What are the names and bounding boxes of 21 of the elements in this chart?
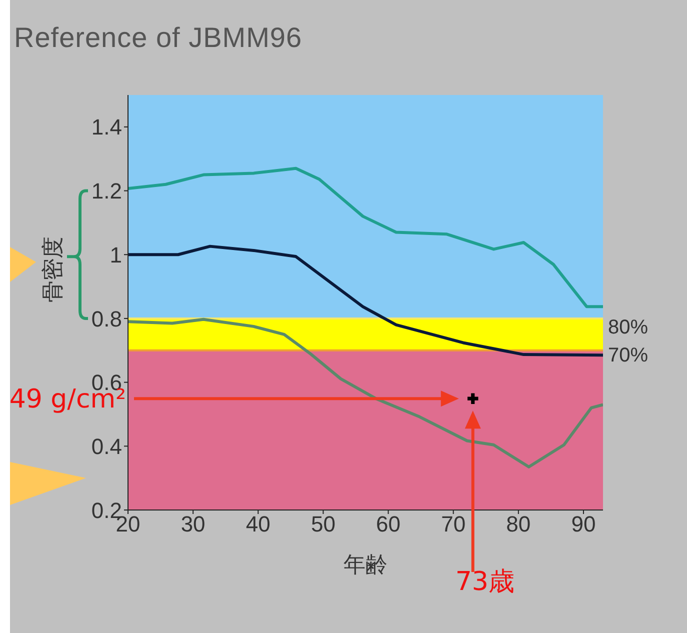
x-axis-title: 年齢 (344, 552, 388, 577)
y-tick-label: 1 (110, 242, 122, 268)
y-tick-label: 1.4 (91, 114, 122, 140)
x-tick-label: 30 (180, 512, 206, 537)
line-series (128, 166, 603, 308)
x-tick-label: 50 (310, 512, 336, 537)
x-tick-label: 60 (376, 512, 401, 537)
chart-title: Reference of JBMM96 (14, 22, 302, 54)
y-tick-label: 0.8 (91, 306, 122, 332)
y-tick-label: 1.2 (91, 178, 122, 204)
ref-line-label: 70% (608, 344, 648, 366)
x-tick-label: 80 (506, 512, 531, 537)
ref-line-label: 80% (608, 316, 648, 339)
line-series (128, 318, 603, 468)
y-axis-title: 骨密度 (40, 236, 65, 302)
x-tick-label: 90 (571, 512, 596, 537)
x-tick-label: 70 (441, 512, 466, 537)
y-tick-label: 0.4 (91, 434, 122, 459)
x-tick-label: 40 (246, 512, 270, 537)
line-series (128, 244, 603, 357)
text: 73歳 (455, 567, 514, 597)
